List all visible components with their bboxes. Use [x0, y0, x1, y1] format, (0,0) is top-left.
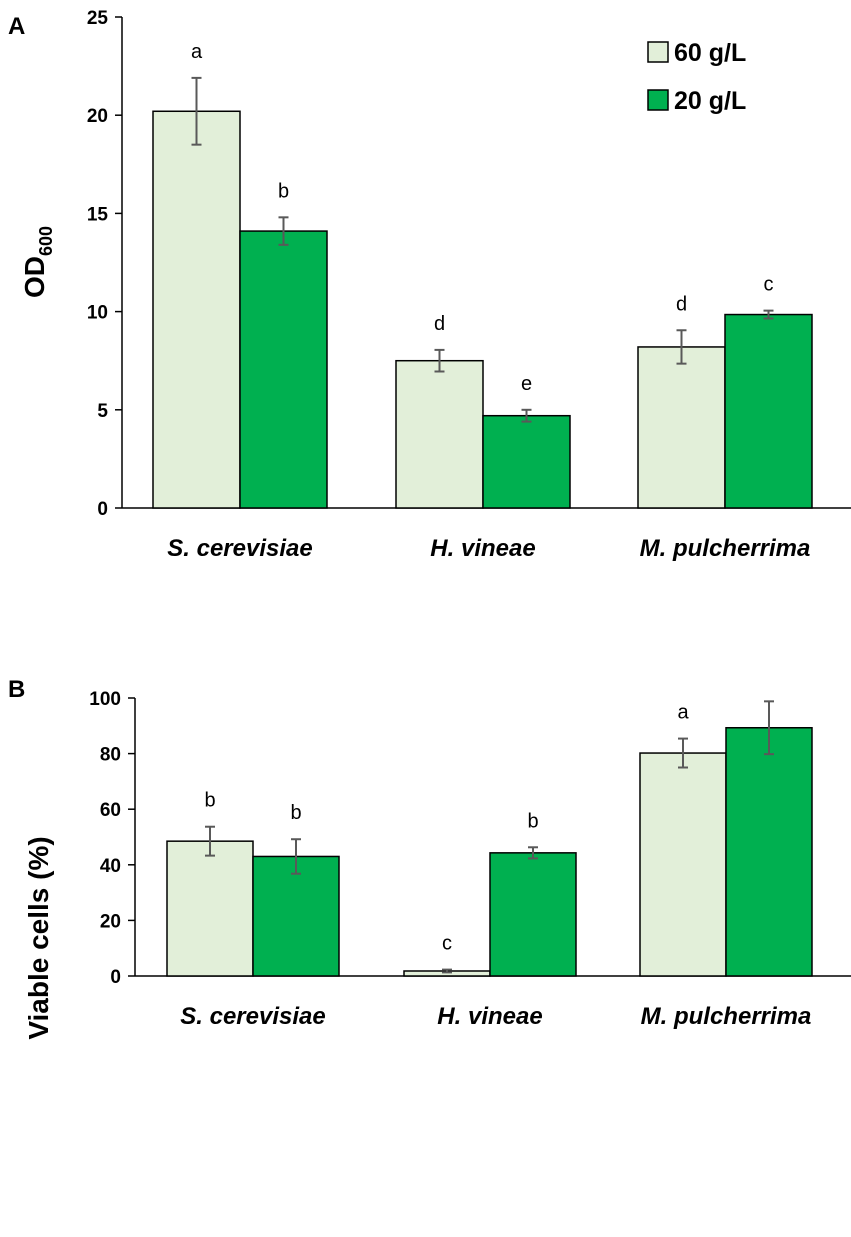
bar-20gl — [239, 230, 328, 509]
y-tick-label: 60 — [100, 800, 121, 821]
category-label: S. cerevisiae — [180, 1003, 325, 1030]
error-bar — [434, 348, 445, 373]
bar-20gl — [252, 855, 340, 977]
significance-label: d — [434, 313, 445, 335]
y-tick-label: 10 — [87, 303, 108, 324]
bar-20gl — [489, 852, 577, 977]
y-tick-label: 100 — [89, 689, 121, 710]
error-bar — [676, 329, 687, 365]
category-label: H. vineae — [430, 535, 535, 562]
y-tick-label: 15 — [87, 204, 109, 225]
category-label: S. cerevisiae — [167, 535, 312, 562]
panel-label-a: A — [8, 13, 25, 40]
significance-label: b — [290, 802, 301, 824]
plot-area-a: 0 5 10 15 20 25 a b S. cerevisiae d e H. vineae d c M.… — [87, 8, 851, 562]
bar-60gl — [395, 359, 484, 509]
error-bar — [205, 825, 215, 857]
y-axis-label-a: OD600 — [19, 226, 56, 298]
significance-label: c — [442, 933, 452, 955]
error-bar — [764, 700, 774, 756]
bar-60gl — [639, 752, 727, 977]
legend-a: 60 g/L 20 g/L — [647, 39, 746, 115]
legend-label-20: 20 g/L — [674, 87, 746, 115]
y-tick-label: 20 — [87, 106, 108, 127]
category-label: M. pulcherrima — [640, 535, 811, 562]
y-tick-label: 40 — [100, 856, 121, 877]
plot-area-b: 0 20 40 60 80 100 b b S. cerevisiae c b H. vineae a M… — [89, 689, 851, 1030]
y-tick-label: 25 — [87, 8, 109, 29]
significance-label: e — [521, 373, 532, 395]
significance-label: d — [676, 293, 687, 315]
significance-label: a — [191, 41, 203, 63]
legend-swatch-60 — [647, 41, 669, 63]
significance-label: b — [527, 810, 538, 832]
y-tick-label: 20 — [100, 911, 121, 932]
legend-label-60: 60 g/L — [674, 39, 746, 67]
bar-20gl — [724, 313, 813, 509]
error-bar — [678, 737, 688, 769]
y-tick-label: 0 — [97, 499, 108, 520]
category-label: M. pulcherrima — [641, 1003, 812, 1030]
significance-label: a — [677, 702, 689, 724]
error-bar — [442, 968, 452, 974]
bar-60gl — [152, 110, 241, 509]
error-bar — [191, 76, 202, 146]
legend-swatch-20 — [647, 89, 669, 111]
y-tick-label: 80 — [100, 745, 121, 766]
bar-20gl — [482, 414, 571, 509]
bar-20gl — [725, 726, 813, 977]
y-tick-label: 5 — [97, 401, 108, 422]
error-bar — [278, 216, 289, 246]
significance-label: c — [764, 274, 774, 296]
error-bar — [521, 408, 532, 423]
bar-60gl — [637, 346, 726, 509]
error-bar — [528, 846, 538, 860]
bar-60gl — [166, 840, 254, 977]
error-bar — [763, 309, 774, 320]
significance-label: b — [278, 180, 289, 202]
error-bar — [291, 838, 301, 875]
category-label: H. vineae — [437, 1003, 542, 1030]
significance-label: b — [204, 790, 215, 812]
y-axis-label-b: Viable cells (%) — [23, 836, 54, 1039]
y-tick-label: 0 — [110, 967, 121, 988]
panel-label-b: B — [8, 676, 25, 703]
